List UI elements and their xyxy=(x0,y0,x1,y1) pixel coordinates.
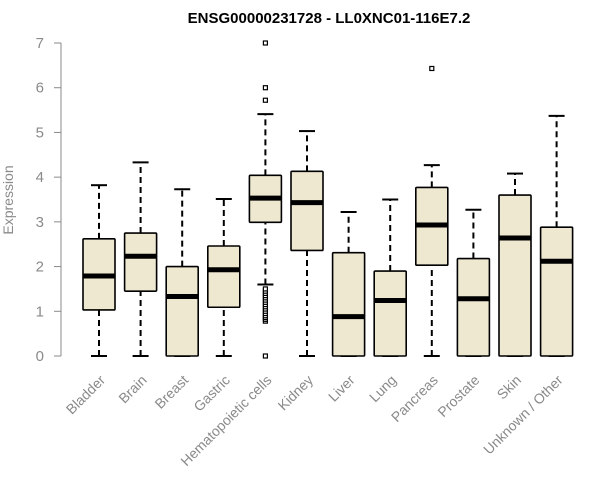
box-bladder xyxy=(82,184,116,357)
outlier-point xyxy=(262,85,268,91)
boxes-group xyxy=(82,40,574,359)
box-liver xyxy=(331,211,366,357)
x-tick-label: Bladder xyxy=(63,372,109,418)
x-tick-label: Unknown / Other xyxy=(480,372,566,458)
y-tick-label: 1 xyxy=(36,303,44,320)
y-tick-label: 6 xyxy=(36,80,44,97)
outlier-point xyxy=(262,286,268,292)
box-lung xyxy=(373,198,408,357)
box-iqr xyxy=(539,226,574,357)
box-kidney xyxy=(290,130,324,357)
outlier-point xyxy=(429,65,435,72)
x-tick-label: Breast xyxy=(151,372,191,412)
y-tick-label: 4 xyxy=(36,169,44,186)
box-hematopoietic-cells xyxy=(248,40,283,359)
box-iqr xyxy=(498,194,532,357)
box-pancreas xyxy=(414,65,449,357)
x-tick-label: Liver xyxy=(325,372,358,405)
y-tick-label: 0 xyxy=(36,348,44,365)
box-prostate xyxy=(456,208,491,357)
x-tick-label: Brain xyxy=(115,372,149,406)
box-unknown-other xyxy=(539,114,574,357)
x-tick-label: Prostate xyxy=(434,372,482,420)
box-breast xyxy=(165,188,199,357)
x-tick-label: Skin xyxy=(494,372,525,403)
y-axis: 0 1 2 3 4 5 6 7 xyxy=(36,35,62,365)
box-iqr xyxy=(165,265,199,357)
x-tick-label: Lung xyxy=(366,372,399,405)
y-axis-label: Expression xyxy=(0,165,16,234)
box-iqr xyxy=(331,251,366,357)
y-tick-label: 5 xyxy=(36,124,44,141)
box-skin xyxy=(498,172,532,357)
box-brain xyxy=(123,161,158,357)
y-tick-label: 3 xyxy=(36,214,44,231)
chart-title: ENSG00000231728 - LL0XNC01-116E7.2 xyxy=(188,10,471,27)
box-iqr xyxy=(373,270,408,357)
box-gastric xyxy=(207,198,241,357)
outlier-point xyxy=(262,353,268,359)
box-iqr xyxy=(456,257,491,357)
y-tick-label: 7 xyxy=(36,35,44,52)
outlier-point xyxy=(262,40,268,46)
outlier-point xyxy=(262,97,268,103)
box-iqr xyxy=(207,245,241,309)
box-iqr xyxy=(290,170,324,252)
box-iqr xyxy=(123,232,158,292)
y-tick-label: 2 xyxy=(36,259,44,276)
x-tick-label: Kidney xyxy=(275,372,317,414)
